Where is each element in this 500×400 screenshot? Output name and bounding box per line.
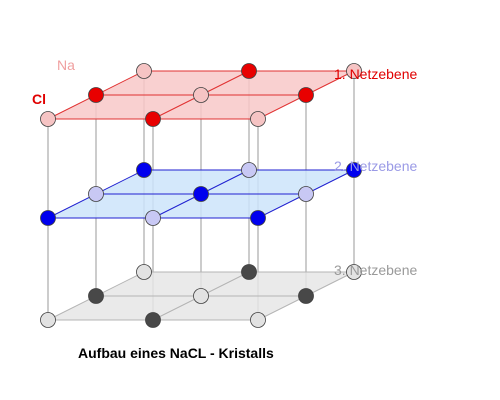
na-ion: [241, 162, 257, 178]
na-ion: [136, 63, 152, 79]
cl-ion: [298, 87, 314, 103]
plane-3-label: 3. Netzebene: [334, 262, 417, 278]
cl-ion: [298, 288, 314, 304]
cl-ion: [241, 264, 257, 280]
na-label: Na: [57, 57, 75, 73]
na-ion: [250, 312, 266, 328]
na-ion: [40, 111, 56, 127]
na-ion: [193, 87, 209, 103]
na-ion: [250, 111, 266, 127]
na-ion: [346, 264, 362, 280]
cl-ion: [88, 288, 104, 304]
na-ion: [136, 264, 152, 280]
cl-ion: [40, 210, 56, 226]
cl-ion: [88, 87, 104, 103]
cl-ion: [193, 186, 209, 202]
plane-1: [40, 63, 362, 127]
na-ion: [346, 63, 362, 79]
cl-ion: [145, 312, 161, 328]
na-ion: [40, 312, 56, 328]
cl-label: Cl: [32, 91, 46, 107]
na-ion: [88, 186, 104, 202]
diagram-title: Aufbau eines NaCL - Kristalls: [78, 345, 274, 361]
cl-ion: [241, 63, 257, 79]
na-ion: [298, 186, 314, 202]
plane-2: [40, 162, 362, 226]
plane-1-label: 1. Netzebene: [334, 66, 417, 82]
cl-ion: [145, 111, 161, 127]
cl-ion: [346, 162, 362, 178]
na-ion: [193, 288, 209, 304]
cl-ion: [250, 210, 266, 226]
na-ion: [145, 210, 161, 226]
plane-3: [40, 264, 362, 328]
cl-ion: [136, 162, 152, 178]
plane-2-label: 2. Netzebene: [334, 158, 417, 174]
